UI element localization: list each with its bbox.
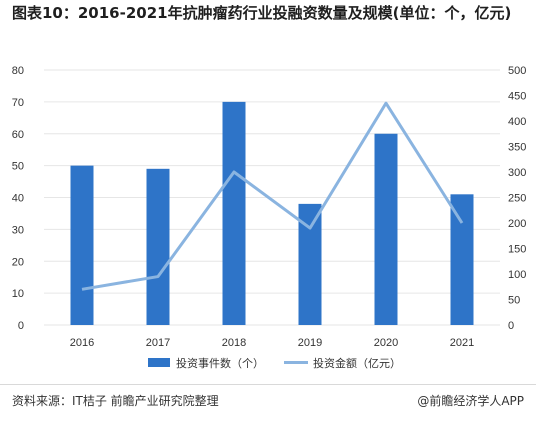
right-axis: 0 50 100 150 200 250 300 350 400 450 500 <box>508 65 526 332</box>
investment-amount-line <box>81 101 464 291</box>
left-tick-label: 80 <box>12 65 24 77</box>
x-tick-label: 2019 <box>298 337 322 349</box>
brand-note: @前瞻经济学人APP <box>417 394 524 408</box>
right-tick-label: 100 <box>508 269 526 281</box>
legend-bar-swatch <box>148 358 170 367</box>
bar <box>298 203 322 325</box>
left-axis: 0 10 20 30 40 50 60 70 80 <box>12 65 24 332</box>
right-tick-label: 250 <box>508 193 526 205</box>
line-series <box>81 101 464 291</box>
grid-lines <box>44 69 500 326</box>
bar <box>450 194 474 325</box>
x-axis: 2016 2017 2018 2019 2020 2021 <box>70 337 474 349</box>
x-tick-label: 2020 <box>374 337 398 349</box>
footer-divider <box>0 384 536 385</box>
right-tick-label: 200 <box>508 218 526 230</box>
x-tick-label: 2016 <box>70 337 94 349</box>
chart-title: 图表10：2016-2021年抗肿瘤药行业投融资数量及规模(单位：个，亿元) <box>12 4 512 22</box>
left-tick-label: 10 <box>12 288 24 300</box>
right-tick-label: 0 <box>508 320 514 332</box>
left-tick-label: 20 <box>12 256 24 268</box>
left-tick-label: 60 <box>12 129 24 141</box>
bar <box>70 165 94 325</box>
left-tick-label: 40 <box>12 193 24 205</box>
x-tick-label: 2017 <box>146 337 170 349</box>
right-tick-label: 400 <box>508 116 526 128</box>
bar <box>374 133 398 325</box>
bar <box>146 168 170 325</box>
legend: 投资事件数（个） 投资金额（亿元） <box>148 356 401 370</box>
x-tick-label: 2021 <box>450 337 474 349</box>
right-tick-label: 150 <box>508 244 526 256</box>
left-tick-label: 30 <box>12 224 24 236</box>
left-tick-label: 0 <box>18 320 24 332</box>
right-tick-label: 500 <box>508 65 526 77</box>
legend-bar-label: 投资事件数（个） <box>176 356 264 370</box>
right-tick-label: 450 <box>508 91 526 103</box>
bar <box>222 101 246 325</box>
right-tick-label: 50 <box>508 295 520 307</box>
left-tick-label: 70 <box>12 97 24 109</box>
left-tick-label: 50 <box>12 161 24 173</box>
source-note: 资料来源：IT桔子 前瞻产业研究院整理 <box>12 394 219 408</box>
x-tick-label: 2018 <box>222 337 246 349</box>
bar-series <box>70 101 474 325</box>
right-tick-label: 300 <box>508 167 526 179</box>
legend-line-label: 投资金额（亿元） <box>313 356 401 370</box>
right-tick-label: 350 <box>508 142 526 154</box>
